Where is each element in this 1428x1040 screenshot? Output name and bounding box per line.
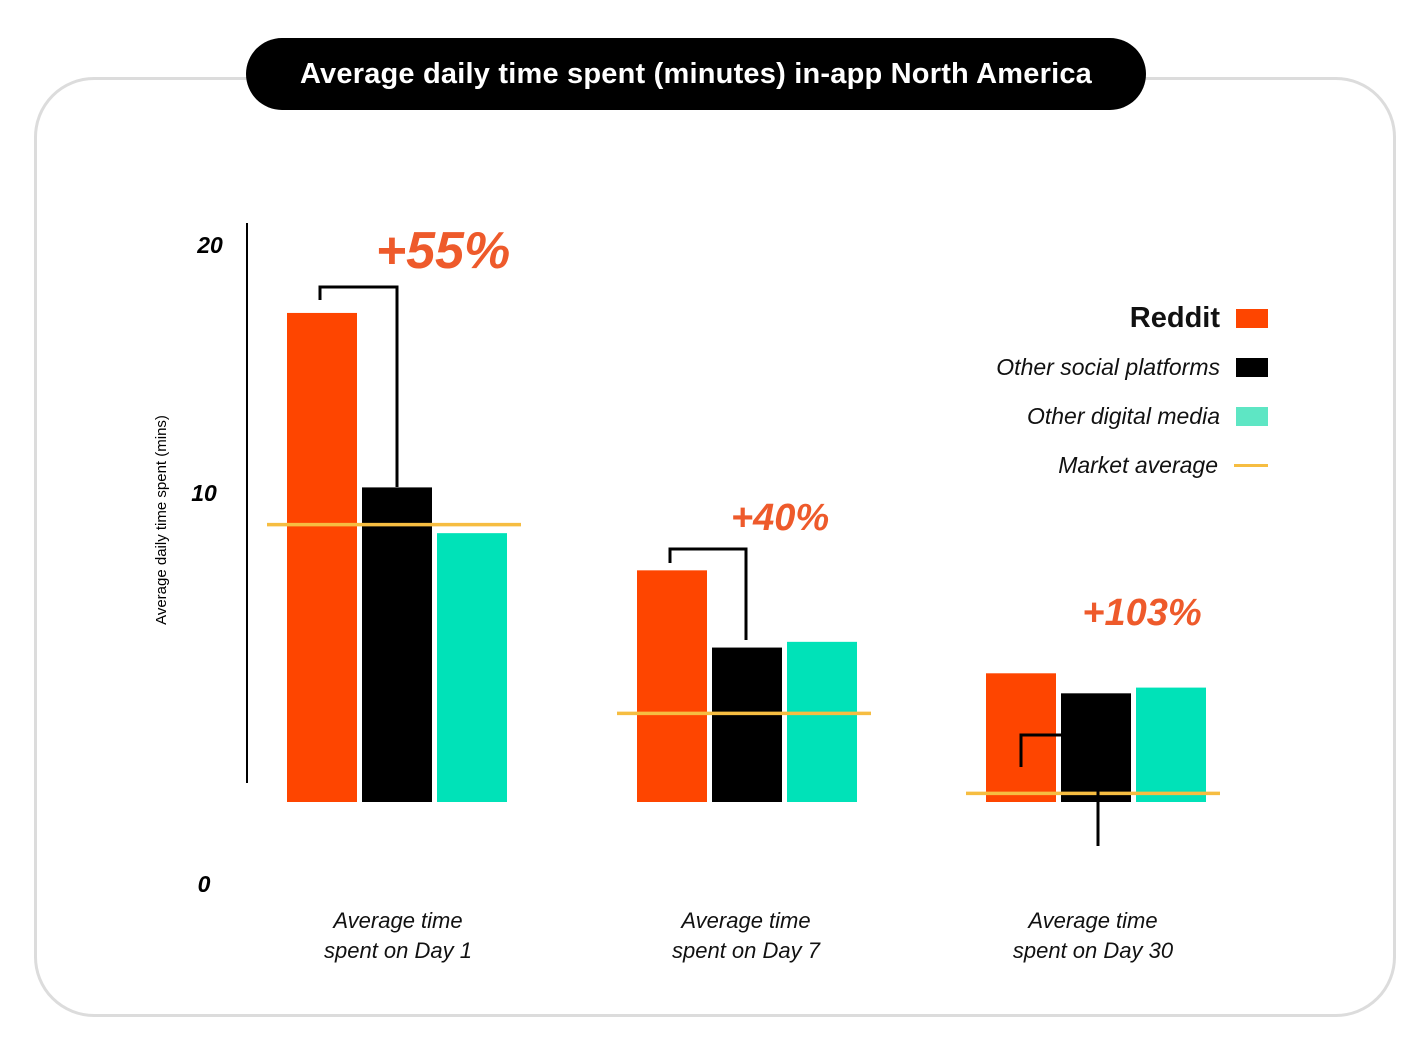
comparison-bracket [318,285,399,487]
legend-label: Market average [1058,451,1218,478]
y-tick-label: 10 [191,480,217,506]
chart-frame [34,77,1396,1017]
bar-other-social-platforms [712,647,782,802]
comparison-bracket [668,547,748,640]
legend-item: Market average [996,445,1268,485]
x-category-label: spent on Day 1 [324,938,472,963]
y-tick-label: 0 [198,871,211,897]
legend-label: Reddit [1129,301,1220,334]
x-category-label: spent on Day 7 [672,938,821,963]
legend-color-swatch [1236,357,1268,377]
x-category-label: Average time [679,908,810,933]
x-category-label: Average time [331,908,462,933]
x-category-label: spent on Day 30 [1013,938,1174,963]
legend-item: Reddit [996,298,1268,338]
chart-title: Average daily time spent (minutes) in-ap… [246,38,1146,110]
percent-annotation: +55% [376,222,510,280]
percent-annotation: +40% [731,497,829,539]
legend-color-swatch [1236,406,1268,426]
legend-item: Other digital media [996,396,1268,436]
y-axis-label: Average daily time spent (mins) [153,415,170,625]
legend: Reddit Other social platforms Other digita… [996,298,1268,494]
legend-line-swatch [1234,463,1268,467]
percent-annotation: +103% [1082,592,1201,634]
comparison-bracket [1019,733,1100,846]
bar-other-digital-media [1136,687,1206,802]
bar-reddit [287,312,357,802]
legend-item: Other social platforms [996,347,1268,387]
bar-other-social-platforms [362,487,432,802]
bar-reddit [637,570,707,802]
bar-other-digital-media [787,641,857,802]
y-tick-label: 20 [196,232,223,258]
x-category-label: Average time [1026,908,1157,933]
legend-color-swatch [1236,308,1268,328]
bar-other-digital-media [437,533,507,802]
legend-label: Other social platforms [996,353,1220,380]
bar-other-social-platforms [1061,693,1131,802]
legend-label: Other digital media [1026,402,1220,429]
